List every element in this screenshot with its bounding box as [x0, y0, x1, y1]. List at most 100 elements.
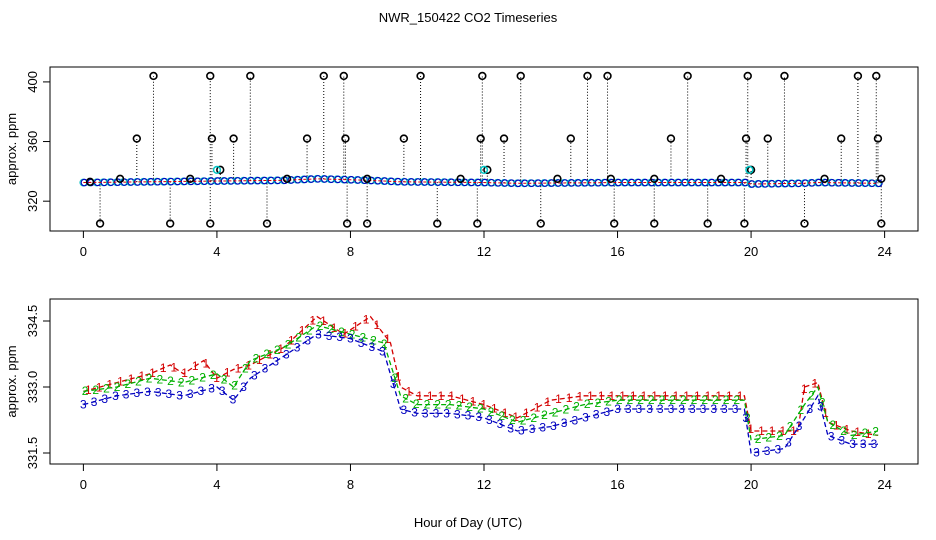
- series-marker-1: 1: [833, 418, 840, 432]
- y-tick-label: 334.5: [25, 305, 40, 338]
- series-marker-3: 3: [240, 380, 247, 394]
- series-marker-3: 3: [871, 437, 878, 451]
- outlier-point: [609, 219, 619, 228]
- series-marker-3: 3: [401, 403, 408, 417]
- series-marker-1: 1: [373, 318, 380, 332]
- series-marker-2: 2: [797, 403, 804, 417]
- outlier-point: [583, 71, 592, 81]
- series-marker-1: 1: [149, 366, 156, 380]
- series-marker-3: 3: [774, 442, 781, 456]
- series-marker-1: 1: [277, 342, 284, 356]
- y-tick-label: 333.0: [25, 371, 40, 404]
- series-marker-2: 2: [509, 413, 516, 427]
- y-tick-label: 400: [25, 71, 40, 93]
- outlier-point: [536, 219, 545, 228]
- series-marker-1: 1: [651, 389, 658, 403]
- outlier-point: [262, 219, 272, 228]
- series-marker-2: 2: [616, 393, 623, 407]
- series-marker-1: 1: [138, 369, 145, 383]
- series-marker-2: 2: [755, 432, 762, 446]
- series-marker-1: 1: [267, 348, 274, 362]
- series-marker-1: 1: [598, 389, 605, 403]
- series-marker-2: 2: [434, 398, 441, 412]
- outlier-point: [416, 71, 425, 81]
- outlier-point: [703, 219, 712, 228]
- outlier-point: [743, 71, 752, 81]
- series-marker-2: 2: [146, 371, 153, 385]
- series-marker-3: 3: [112, 389, 119, 403]
- outlier-point: [553, 174, 562, 184]
- series-marker-3: 3: [486, 413, 493, 427]
- series-marker-1: 1: [662, 389, 669, 403]
- series-marker-2: 2: [370, 333, 377, 347]
- plot-frame: [49, 66, 919, 232]
- series-marker-3: 3: [518, 423, 525, 437]
- outlier-point: [302, 134, 312, 143]
- series-marker-3: 3: [721, 402, 728, 416]
- outlier-point: [95, 219, 105, 228]
- series-marker-3: 3: [411, 406, 418, 420]
- series-marker-1: 1: [192, 359, 199, 373]
- series-marker-3: 3: [539, 421, 546, 435]
- series-marker-1: 1: [619, 389, 626, 403]
- series-marker-3: 3: [101, 392, 108, 406]
- series-marker-3: 3: [422, 406, 429, 420]
- series-marker-1: 1: [96, 380, 103, 394]
- series-marker-1: 1: [512, 410, 519, 424]
- series-marker-1: 1: [502, 406, 509, 420]
- x-tick-label: 12: [477, 477, 491, 492]
- series-marker-2: 2: [872, 424, 879, 438]
- series-marker-3: 3: [646, 402, 653, 416]
- x-tick-label: 16: [610, 244, 624, 259]
- series-marker-2: 2: [498, 409, 505, 423]
- series-marker-3: 3: [454, 407, 461, 421]
- outlier-point: [606, 174, 616, 184]
- series-marker-1: 1: [801, 382, 808, 396]
- series-marker-3: 3: [304, 333, 311, 347]
- series-marker-2: 2: [819, 395, 826, 409]
- figure-title: NWR_150422 CO2 Timeseries: [379, 10, 558, 25]
- x-tick-label: 16: [610, 477, 624, 492]
- outlier-point: [149, 71, 158, 81]
- outlier-point: [216, 165, 225, 175]
- series-marker-1: 1: [715, 389, 722, 403]
- series-marker-3: 3: [785, 435, 792, 449]
- series-marker-1: 1: [320, 314, 327, 328]
- series-marker-1: 1: [544, 395, 551, 409]
- series-marker-1: 1: [181, 366, 188, 380]
- series-marker-2: 2: [274, 343, 281, 357]
- series-marker-1: 1: [406, 384, 413, 398]
- outlier-point: [115, 174, 125, 184]
- outlier-point: [820, 174, 829, 184]
- series-marker-1: 1: [683, 389, 690, 403]
- series-marker-1: 1: [630, 389, 637, 403]
- series-marker-1: 1: [779, 424, 786, 438]
- series-marker-2: 2: [242, 362, 249, 376]
- series-marker-1: 1: [448, 389, 455, 403]
- series-marker-1: 1: [117, 375, 124, 389]
- series-marker-3: 3: [668, 402, 675, 416]
- outlier-point: [877, 174, 886, 184]
- series-marker-2: 2: [295, 331, 302, 345]
- series-marker-2: 2: [210, 368, 217, 382]
- series-marker-2: 2: [114, 380, 121, 394]
- series-marker-2: 2: [178, 375, 185, 389]
- series-marker-2: 2: [327, 322, 334, 336]
- series-marker-3: 3: [860, 437, 867, 451]
- series-marker-2: 2: [306, 323, 313, 337]
- x-axis-label: Hour of Day (UTC): [414, 515, 522, 530]
- series-marker-2: 2: [787, 420, 794, 434]
- series-marker-1: 1: [609, 389, 616, 403]
- series-marker-2: 2: [349, 328, 356, 342]
- series-marker-3: 3: [689, 402, 696, 416]
- outlier-point: [837, 134, 846, 143]
- series-marker-2: 2: [445, 398, 452, 412]
- outlier-point: [362, 174, 372, 184]
- series-marker-1: 1: [587, 389, 594, 403]
- series-marker-1: 1: [309, 314, 316, 328]
- series-marker-2: 2: [530, 411, 537, 425]
- series-marker-2: 2: [594, 396, 601, 410]
- x-tick-label: 20: [744, 244, 758, 259]
- series-marker-1: 1: [844, 422, 851, 436]
